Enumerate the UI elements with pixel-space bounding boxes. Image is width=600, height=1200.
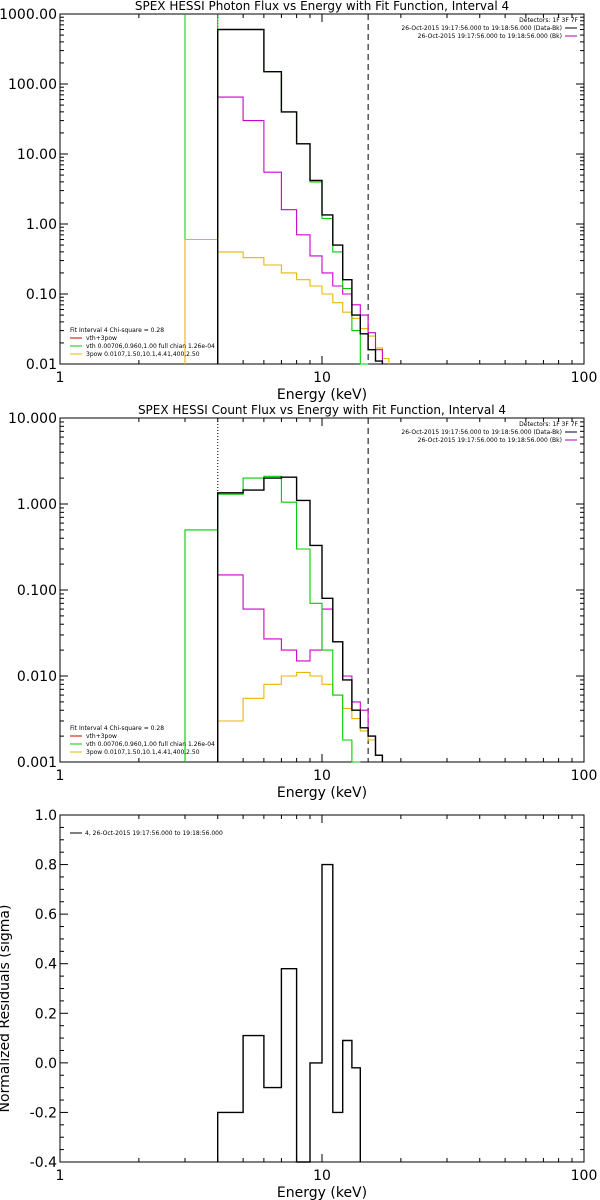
series-total-line [216,28,384,364]
x-tick-label: 10 [313,370,331,386]
legend-header: Detectors: 1F 3F 7F [519,421,578,428]
series-vth-line [184,475,361,763]
legend-label: 4, 26-Oct-2015 19:17:56.000 to 19:18:56.… [85,830,223,837]
x-tick-label: 100 [571,370,598,386]
y-tick-label: 0.001 [17,755,57,771]
chart-panel-2: SPEX HESSI Count Flux vs Energy with Fit… [8,403,597,801]
series-vth-line [217,28,369,365]
x-tick-label: 1 [56,370,65,386]
series-spex-line [217,671,383,762]
x-axis-label: Energy (keV) [277,387,367,403]
legend-label: 26-Oct-2015 19:17:56.000 to 19:18:56.000… [418,33,562,40]
series-total-line [216,863,361,1163]
legend-label: 26-Oct-2015 19:17:56.000 to 19:18:56.000… [401,25,562,32]
fit-legend-label: 3pow 0.0107,1.50,10.1,4.41,400,2.50 [86,749,200,756]
y-tick-label: 0.0 [35,1056,57,1072]
chart-title: SPEX HESSI Photon Flux vs Energy with Fi… [135,0,509,13]
y-tick-label: 0.10 [26,287,57,303]
y-tick-label: 1.0 [35,808,57,824]
y-tick-label: 0.010 [17,669,57,685]
y-tick-label: -0.4 [30,1155,57,1171]
x-tick-label: 1 [56,1168,65,1184]
y-tick-label: 10.000 [8,411,57,427]
x-tick-label: 10 [313,1168,331,1184]
fit-legend-header: Fit Interval 4 Chi-square = 0.28 [70,725,164,732]
y-tick-label: 0.4 [35,957,57,973]
series-total-line [216,476,384,762]
x-tick-label: 100 [571,768,598,784]
y-tick-label: -0.2 [30,1105,57,1121]
y-tick-label: 1.00 [26,217,57,233]
y-tick-label: 0.01 [26,357,57,373]
fit-legend-label: vth 0.00706,0.960,1.00 full chian 1.26e-… [86,343,215,350]
legend-header: Detectors: 1F 3F 7F [519,17,578,24]
x-tick-label: 10 [313,768,331,784]
chart-panel-1: SPEX HESSI Photon Flux vs Energy with Fi… [0,0,597,403]
y-tick-label: 100.00 [8,77,57,93]
y-tick-label: 0.100 [17,583,57,599]
x-tick-label: 100 [571,1168,598,1184]
y-tick-label: 0.2 [35,1006,57,1022]
chart-panel-3: 1 10 100 Energy (keV) 1.0 0.8 0.6 0.4 0.2 0.0 -0.2… [0,808,597,1200]
y-tick-label: 1000.00 [0,7,57,23]
chart-title: SPEX HESSI Count Flux vs Energy with Fit… [138,403,506,417]
fit-legend-label: vth 0.00706,0.960,1.00 full chian 1.26e-… [86,741,215,748]
x-tick-label: 1 [56,768,65,784]
x-axis-label: Energy (keV) [277,1185,367,1200]
y-axis-label: Normalized Residuals (sigma) [0,905,13,1113]
fit-legend-label: vth+3pow [86,733,117,740]
y-tick-label: 0.6 [35,907,57,923]
y-tick-label: 1.000 [17,497,57,513]
y-tick-label: 0.8 [35,858,57,874]
legend-label: 26-Oct-2015 19:17:56.000 to 19:18:56.000… [401,429,562,436]
x-axis-label: Energy (keV) [277,785,367,801]
y-tick-label: 10.00 [17,147,57,163]
fit-legend-label: vth+3pow [86,335,117,342]
series-thick-line [217,574,383,762]
legend-label: 26-Oct-2015 19:17:56.000 to 19:18:56.000… [418,437,562,444]
fit-legend-header: Fit Interval 4 Chi-square = 0.28 [70,327,164,334]
fit-legend-label: 3pow 0.0107,1.50,10.1,4.41,400,2.50 [86,351,200,358]
series-thick-line [217,96,383,364]
series-spex-line [184,238,390,364]
